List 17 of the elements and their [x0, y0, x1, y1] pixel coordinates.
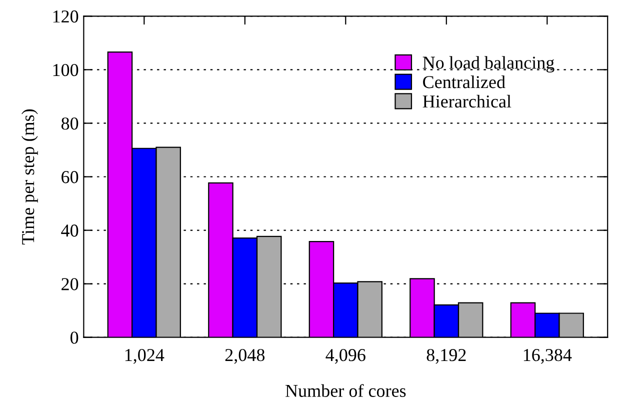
legend-label: No load balancing	[422, 56, 554, 73]
y-tick-label: 100	[53, 64, 78, 76]
y-tick-label: 20	[62, 278, 78, 290]
y-tick-label: 0	[70, 332, 78, 344]
y-axis-title: Time per step (ms)	[21, 109, 38, 245]
y-tick-label: 80	[61, 117, 78, 130]
y-tick-label: 60	[62, 171, 78, 184]
y-tick-label: 120	[53, 10, 78, 23]
x-tick-label: 2,048	[225, 348, 265, 364]
x-tick-label: 16,384	[524, 348, 572, 364]
x-tick-label: 4,096	[326, 348, 366, 364]
x-tick-label: 8,192	[426, 348, 466, 364]
y-tick-label: 40	[61, 224, 78, 237]
x-axis-title: Number of cores	[286, 384, 406, 397]
legend-label: Hierarchical	[422, 94, 512, 108]
legend-label: Centralized	[423, 76, 506, 88]
x-tick-label: 1,024	[125, 348, 164, 364]
